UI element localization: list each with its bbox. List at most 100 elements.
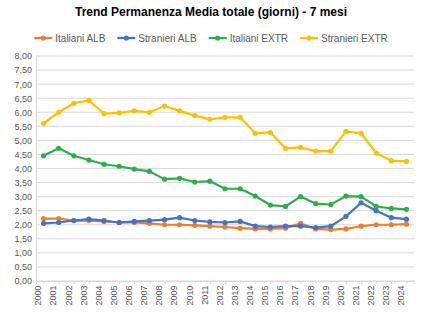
- legend: Italiani ALBStranieri ALBItaliani EXTRSt…: [34, 33, 387, 44]
- x-axis-line: [37, 282, 415, 285]
- marker: [268, 224, 273, 229]
- marker: [328, 148, 333, 153]
- x-tick: 2001: [48, 281, 59, 306]
- marker: [253, 193, 258, 198]
- marker: [343, 193, 348, 198]
- x-tick: 2003: [79, 281, 90, 306]
- marker: [238, 186, 243, 191]
- marker: [298, 194, 303, 199]
- x-tick-mark: [255, 281, 256, 284]
- legend-item: Stranieri ALB: [117, 33, 197, 44]
- y-tick: 6,50: [14, 94, 36, 104]
- marker: [147, 110, 152, 115]
- y-tick-label: 5,50: [14, 122, 32, 132]
- marker: [389, 222, 394, 227]
- marker: [177, 108, 182, 113]
- marker: [358, 224, 363, 229]
- marker: [298, 145, 303, 150]
- marker: [253, 224, 258, 229]
- marker: [101, 218, 106, 223]
- x-tick-label: 2012: [215, 286, 225, 306]
- marker: [192, 218, 197, 223]
- legend-item: Italiani EXTR: [209, 33, 288, 44]
- y-tick: 3,50: [14, 178, 36, 188]
- x-tick-label: 2017: [290, 286, 300, 306]
- x-tick: 2000: [33, 281, 44, 306]
- legend-marker: [306, 35, 311, 40]
- x-tick: 2019: [321, 281, 332, 306]
- grid-line: [36, 126, 414, 127]
- marker: [132, 108, 137, 113]
- x-tick-label: 2008: [154, 286, 164, 306]
- x-tick-mark: [331, 281, 332, 284]
- x-tick-label: 2010: [185, 286, 195, 306]
- legend-label: Stranieri ALB: [138, 33, 197, 44]
- x-tick-mark: [210, 281, 211, 284]
- x-tick: 2017: [290, 281, 301, 306]
- marker: [56, 110, 61, 115]
- y-tick: 6,00: [14, 108, 36, 118]
- x-tick-mark: [361, 281, 362, 284]
- x-tick-label: 2016: [275, 286, 285, 306]
- x-tick: 2024: [396, 281, 407, 306]
- marker: [313, 225, 318, 230]
- legend-item: Stranieri EXTR: [300, 33, 388, 44]
- x-tick-label: 2002: [64, 286, 74, 306]
- grid-line: [36, 238, 414, 239]
- grid-line: [36, 210, 414, 211]
- x-tick: 2018: [306, 281, 317, 306]
- series-line: [44, 148, 407, 209]
- x-tick: 2004: [94, 281, 105, 306]
- series-line: [44, 100, 407, 161]
- y-tick: 7,00: [14, 80, 36, 90]
- marker: [101, 111, 106, 116]
- x-tick-mark: [119, 281, 120, 284]
- legend-label: Italiani EXTR: [230, 33, 288, 44]
- x-tick-label: 2004: [94, 286, 104, 306]
- marker: [343, 129, 348, 134]
- marker: [162, 222, 167, 227]
- x-tick: 2011: [200, 281, 211, 305]
- x-tick: 2010: [185, 281, 196, 306]
- marker: [222, 220, 227, 225]
- marker: [389, 206, 394, 211]
- y-tick-label: 5,00: [14, 136, 32, 146]
- marker: [298, 224, 303, 229]
- grid-line: [36, 252, 414, 253]
- y-tick-label: 1,00: [14, 248, 32, 258]
- y-axis: 0,000,501,001,502,002,503,003,504,004,50…: [14, 51, 36, 286]
- marker: [268, 202, 273, 207]
- x-tick-mark: [240, 281, 241, 284]
- marker: [283, 204, 288, 209]
- marker: [101, 162, 106, 167]
- y-tick-label: 3,50: [14, 178, 32, 188]
- x-tick-mark: [195, 281, 196, 284]
- x-tick-label: 2011: [200, 286, 210, 305]
- x-tick-label: 2000: [33, 286, 43, 306]
- x-tick-label: 2001: [48, 286, 58, 306]
- x-tick-mark: [285, 281, 286, 284]
- marker: [117, 110, 122, 115]
- x-tick-label: 2007: [139, 286, 149, 306]
- plot: 0,000,501,001,502,002,503,003,504,004,50…: [14, 51, 414, 305]
- x-tick-mark: [180, 281, 181, 284]
- marker: [117, 164, 122, 169]
- y-tick-label: 4,50: [14, 150, 32, 160]
- x-tick: 2006: [124, 281, 135, 306]
- grid-line: [36, 98, 414, 99]
- x-tick: 2015: [260, 281, 271, 306]
- x-tick: 2020: [336, 281, 347, 306]
- y-tick-label: 6,00: [14, 108, 32, 118]
- x-tick-label: 2024: [396, 286, 406, 306]
- x-axis: 2000200120022003200420052006200720082009…: [33, 281, 414, 306]
- marker: [147, 218, 152, 223]
- marker: [71, 153, 76, 158]
- x-tick-mark: [225, 281, 226, 284]
- x-tick: 2005: [109, 281, 120, 306]
- marker: [41, 216, 46, 221]
- marker: [132, 166, 137, 171]
- x-tick-mark: [346, 281, 347, 284]
- y-tick: 7,50: [14, 65, 36, 75]
- y-tick: 0,00: [14, 276, 36, 286]
- marker: [268, 130, 273, 135]
